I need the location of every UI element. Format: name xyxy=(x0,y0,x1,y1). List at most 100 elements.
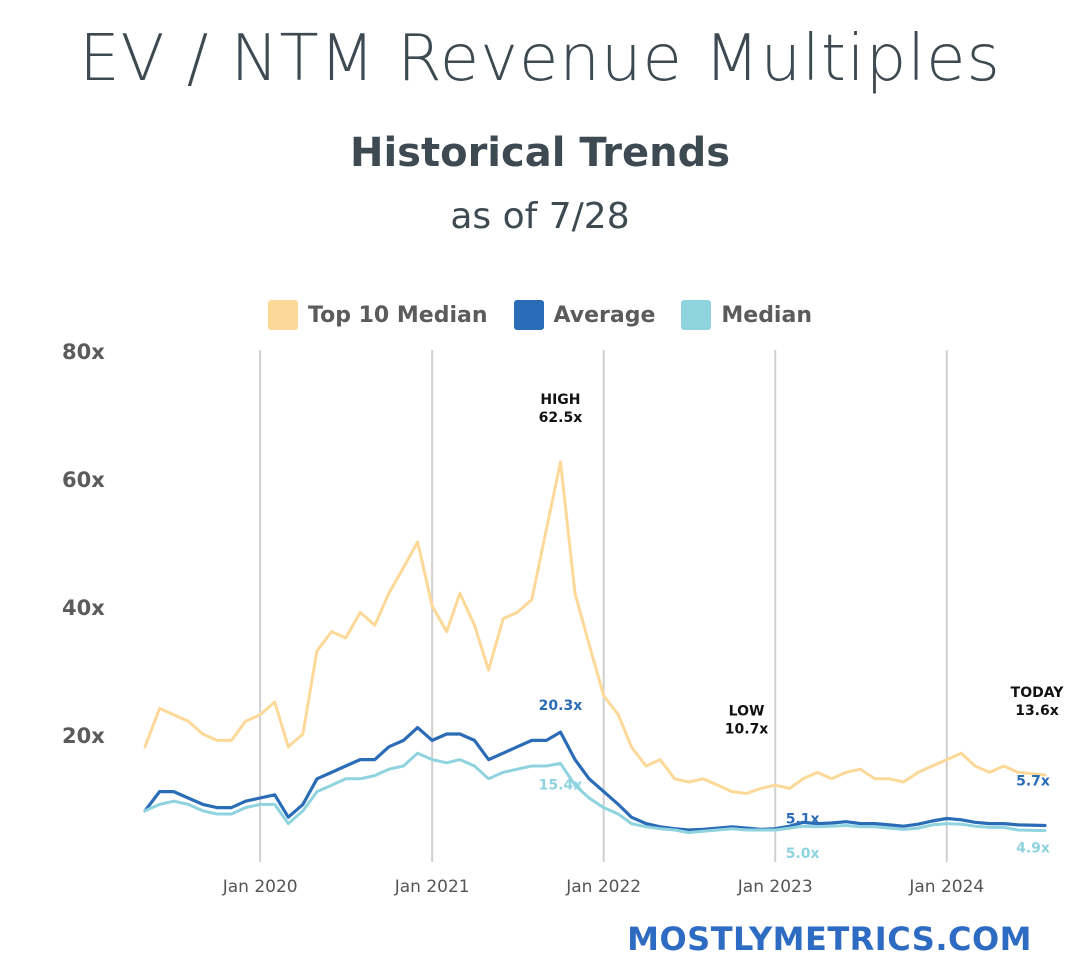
data-point xyxy=(258,796,262,800)
data-point xyxy=(945,822,948,825)
data-point xyxy=(230,806,233,809)
y-tick-label: 80x xyxy=(62,340,105,364)
data-point xyxy=(559,730,562,734)
data-point xyxy=(859,822,862,825)
annotation-label: LOW xyxy=(729,704,765,720)
data-point xyxy=(774,784,777,787)
data-point xyxy=(702,777,705,780)
data-point xyxy=(416,726,419,729)
data-point xyxy=(258,713,262,716)
data-label: 20.3x xyxy=(539,698,583,714)
data-point xyxy=(373,774,376,777)
data-point xyxy=(187,796,190,800)
data-point xyxy=(359,758,362,761)
data-point xyxy=(801,777,805,780)
data-point xyxy=(673,777,676,780)
data-point xyxy=(172,713,175,716)
data-point xyxy=(458,758,462,761)
data-point xyxy=(845,824,848,827)
data-point xyxy=(716,828,720,832)
data-point xyxy=(158,790,161,793)
data-point xyxy=(630,822,633,825)
data-point xyxy=(902,828,905,831)
data-point xyxy=(230,739,233,742)
data-point xyxy=(888,823,891,827)
data-point xyxy=(973,764,977,768)
data-point xyxy=(902,825,905,828)
data-point xyxy=(1017,771,1020,774)
data-point xyxy=(859,768,862,771)
x-tick-label: Jan 2024 xyxy=(908,877,984,897)
data-point xyxy=(172,790,175,793)
data-point xyxy=(445,630,448,633)
data-point xyxy=(816,825,819,828)
data-point xyxy=(788,787,791,790)
data-point xyxy=(888,777,891,780)
data-point xyxy=(687,828,690,832)
data-point xyxy=(287,745,290,748)
data-point xyxy=(587,777,591,780)
data-point xyxy=(630,745,633,748)
data-point xyxy=(545,764,548,768)
data-point xyxy=(873,777,877,780)
data-point xyxy=(644,822,648,825)
data-point xyxy=(215,806,219,809)
legend-label-top10: Top 10 Median xyxy=(308,302,488,328)
data-point xyxy=(143,809,147,812)
data-point xyxy=(801,821,805,824)
data-point xyxy=(545,739,548,742)
data-label: 5.7x xyxy=(1016,774,1050,790)
data-point xyxy=(788,826,791,830)
data-point xyxy=(330,630,333,633)
data-point xyxy=(658,827,662,830)
data-point xyxy=(344,764,347,768)
data-point xyxy=(1043,773,1047,777)
data-point xyxy=(617,803,620,806)
data-point xyxy=(530,739,533,742)
data-point xyxy=(573,784,577,787)
data-point xyxy=(445,761,448,764)
data-point xyxy=(1043,824,1047,827)
data-point xyxy=(988,771,991,774)
data-point xyxy=(745,792,748,795)
data-point xyxy=(387,592,391,595)
data-point xyxy=(458,732,462,736)
data-point xyxy=(143,745,147,748)
series-line-top-10-median xyxy=(143,460,1047,795)
data-point xyxy=(960,823,963,826)
chart-title: EV / NTM Revenue Multiples xyxy=(79,22,1001,96)
data-point xyxy=(172,800,175,803)
data-point xyxy=(830,821,833,825)
data-label: 4.9x xyxy=(1016,841,1050,857)
data-point xyxy=(487,758,490,761)
data-point xyxy=(1017,823,1020,827)
data-point xyxy=(816,771,819,774)
data-point xyxy=(816,822,819,825)
chart-subtitle: Historical Trends xyxy=(349,130,731,176)
data-point xyxy=(931,823,934,827)
legend-label-median: Median xyxy=(721,302,812,328)
x-tick-label: Jan 2020 xyxy=(222,877,298,897)
legend-item-average: Average xyxy=(513,300,656,330)
data-point xyxy=(359,777,362,780)
y-tick-label: 40x xyxy=(62,596,105,620)
data-point xyxy=(573,592,577,595)
data-point xyxy=(501,617,505,620)
legend-swatch-median xyxy=(681,300,712,330)
data-point xyxy=(273,803,276,806)
data-point xyxy=(258,803,262,806)
legend-item-top10: Top 10 Median xyxy=(268,300,488,330)
data-point xyxy=(230,812,233,816)
footer-brand: MOSTLYMETRICS.COM xyxy=(627,920,1032,958)
data-point xyxy=(730,827,734,830)
data-point xyxy=(287,816,290,819)
legend-label-average: Average xyxy=(553,302,656,328)
data-point xyxy=(473,624,476,627)
data-point xyxy=(988,822,991,825)
data-point xyxy=(530,764,533,768)
data-point xyxy=(402,764,405,768)
data-point xyxy=(373,758,376,761)
data-point xyxy=(673,828,676,832)
data-point xyxy=(617,812,620,816)
